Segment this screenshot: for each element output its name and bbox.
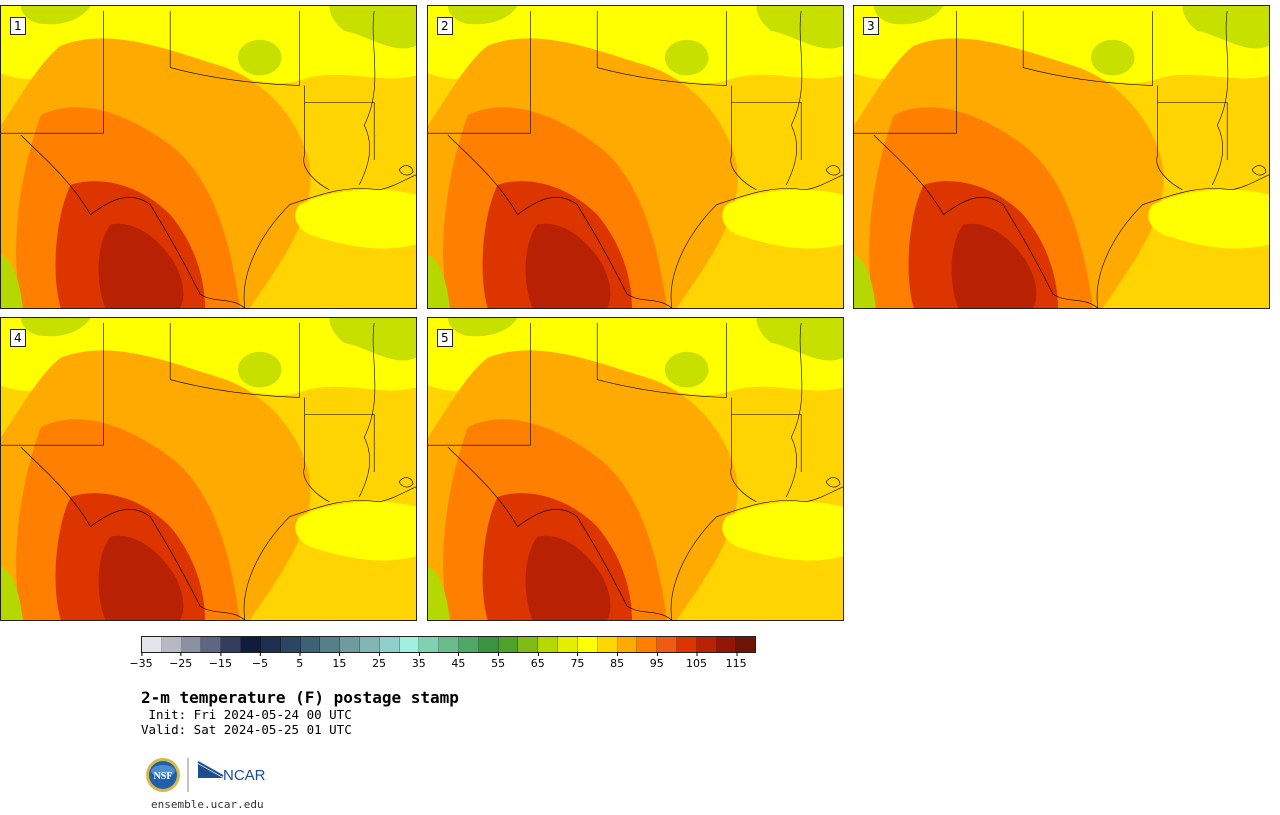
temperature-map	[428, 6, 843, 308]
colorbar-swatch	[498, 637, 519, 652]
colorbar-swatch	[419, 637, 440, 652]
colorbar-swatch	[280, 637, 301, 652]
ncar-text: NCAR	[223, 767, 266, 784]
colorbar-tick-label: 75	[570, 652, 584, 670]
temperature-map	[854, 6, 1269, 308]
colorbar-swatch	[359, 637, 380, 652]
website-url: ensemble.ucar.edu	[151, 798, 264, 811]
colorbar-swatch	[300, 637, 321, 652]
temperature-map	[1, 318, 416, 620]
colorbar-swatch	[637, 637, 658, 652]
init-time: Init: Fri 2024-05-24 00 UTC	[141, 707, 352, 722]
nsf-logo: NSF	[146, 758, 180, 792]
colorbar-swatch	[439, 637, 459, 652]
postage-stamp-5: 5	[427, 317, 844, 621]
colorbar-tick-label: 105	[686, 652, 707, 670]
colorbar-swatch	[221, 637, 242, 652]
colorbar-swatch	[161, 637, 182, 652]
colorbar-swatch	[696, 637, 717, 652]
member-label: 1	[10, 17, 26, 35]
ncar-logo: NCAR	[197, 761, 266, 784]
colorbar-swatch	[379, 637, 400, 652]
valid-time: Valid: Sat 2024-05-25 01 UTC	[141, 722, 352, 737]
nsf-text: NSF	[154, 771, 173, 782]
colorbar-swatch	[478, 637, 499, 652]
postage-stamp-1: 1	[0, 5, 417, 309]
colorbar-swatch	[201, 637, 222, 652]
colorbar-tick-label: 65	[531, 652, 545, 670]
colorbar-tick-label: 25	[372, 652, 386, 670]
colorbar-swatch	[736, 637, 756, 652]
colorbar-swatch	[577, 637, 598, 652]
temperature-map	[428, 318, 843, 620]
colorbar-tick-label: 95	[650, 652, 664, 670]
colorbar-swatch	[657, 637, 677, 652]
colorbar-tick-label: −25	[169, 652, 192, 670]
member-label: 4	[10, 329, 26, 347]
colorbar-tick-label: 35	[412, 652, 426, 670]
colorbar-swatch	[399, 637, 420, 652]
colorbar	[141, 636, 756, 653]
product-title: 2-m temperature (F) postage stamp	[141, 688, 459, 707]
colorbar-ticks: −35 −25 −15 −5 5 15 25 35 45 55 65 75 85 95 105 115	[129, 652, 756, 671]
colorbar-swatch	[518, 637, 539, 652]
colorbar-tick-label: 5	[296, 652, 303, 670]
colorbar-swatch	[558, 637, 578, 652]
member-label: 3	[863, 17, 879, 35]
colorbar-tick-label: 45	[451, 652, 465, 670]
member-label: 5	[437, 329, 453, 347]
colorbar-swatch	[320, 637, 341, 652]
colorbar-tick-label: 85	[610, 652, 624, 670]
colorbar-tick-label: 115	[726, 652, 747, 670]
temperature-map	[1, 6, 416, 308]
colorbar-swatch	[617, 637, 638, 652]
postage-stamp-4: 4	[0, 317, 417, 621]
postage-stamp-3: 3	[853, 5, 1270, 309]
colorbar-tick-label: −5	[252, 652, 268, 670]
colorbar-swatch	[181, 637, 202, 652]
colorbar-swatch	[538, 637, 559, 652]
colorbar-swatch	[459, 637, 479, 652]
colorbar-tick-label: −35	[129, 652, 153, 670]
colorbar-swatch	[340, 637, 360, 652]
colorbar-tick-label: 15	[332, 652, 346, 670]
colorbar-tick-label: −15	[209, 652, 232, 670]
colorbar-swatch	[716, 637, 737, 652]
postage-stamp-2: 2	[427, 5, 844, 309]
colorbar-swatch	[676, 637, 697, 652]
colorbar-tick-label: 55	[491, 652, 505, 670]
colorbar-swatch	[241, 637, 261, 652]
colorbar-swatch	[260, 637, 281, 652]
colorbar-swatch	[597, 637, 618, 652]
colorbar-swatch	[142, 637, 162, 652]
logos: NSF NCAR	[146, 758, 266, 792]
member-label: 2	[437, 17, 453, 35]
